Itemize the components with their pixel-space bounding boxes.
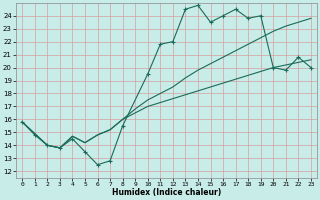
X-axis label: Humidex (Indice chaleur): Humidex (Indice chaleur): [112, 188, 221, 197]
